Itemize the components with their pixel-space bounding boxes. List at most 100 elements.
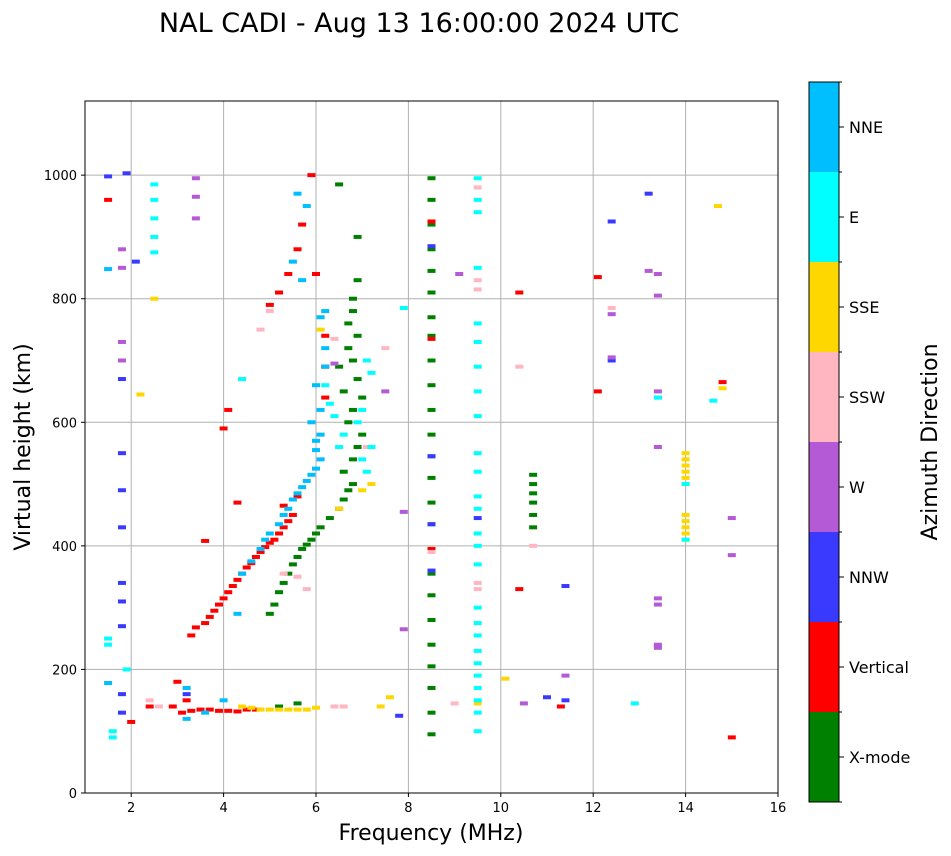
data-point xyxy=(279,503,288,508)
data-point xyxy=(191,176,200,181)
data-point xyxy=(316,457,325,462)
data-point xyxy=(727,735,736,740)
data-point xyxy=(653,642,662,647)
data-point xyxy=(473,587,482,592)
data-point xyxy=(427,219,436,224)
data-point xyxy=(353,420,362,425)
data-point xyxy=(335,364,344,369)
data-point xyxy=(427,176,436,181)
data-point xyxy=(427,500,436,505)
data-point xyxy=(191,194,200,199)
data-point xyxy=(316,327,325,332)
data-point xyxy=(543,695,551,700)
data-point xyxy=(288,259,297,264)
colorbar-tick-label: NNE xyxy=(849,118,883,137)
data-point xyxy=(348,407,357,412)
data-point xyxy=(653,395,662,400)
data-point xyxy=(298,485,307,490)
data-point xyxy=(473,531,482,536)
data-point xyxy=(256,707,265,712)
data-point xyxy=(104,636,113,641)
data-point xyxy=(450,701,459,706)
data-point xyxy=(182,685,191,690)
data-point xyxy=(427,333,436,338)
data-point xyxy=(339,389,348,394)
colorbar-segment xyxy=(809,352,839,442)
data-point xyxy=(427,290,436,295)
data-point xyxy=(330,704,339,709)
plot-frame xyxy=(84,100,779,794)
data-point xyxy=(399,627,408,632)
data-point xyxy=(653,445,662,449)
colorbar-tick-label: SSW xyxy=(849,388,885,407)
data-point xyxy=(316,525,325,530)
data-point xyxy=(330,361,339,366)
data-point xyxy=(473,621,482,626)
data-point xyxy=(228,584,237,589)
data-point xyxy=(515,587,524,592)
data-point xyxy=(191,625,200,630)
data-point xyxy=(644,268,653,273)
data-point xyxy=(108,735,117,740)
data-point xyxy=(455,272,464,276)
data-point xyxy=(427,475,436,480)
series-nne xyxy=(104,191,330,721)
data-point xyxy=(238,704,247,709)
data-point xyxy=(117,580,126,585)
data-point xyxy=(182,698,191,703)
data-point xyxy=(427,315,436,320)
data-point xyxy=(312,448,320,453)
series-x-mode xyxy=(265,176,538,737)
data-point xyxy=(219,596,228,601)
data-point xyxy=(275,704,284,709)
data-point xyxy=(187,633,196,638)
data-point xyxy=(427,642,436,647)
data-point xyxy=(473,451,482,456)
data-point xyxy=(681,469,690,474)
data-point xyxy=(681,475,690,480)
data-point xyxy=(275,290,284,295)
data-point xyxy=(473,729,482,734)
colorbar: X-mode Vertical NNW W SSW SSE E NNE Azimuth Dir… xyxy=(808,81,943,803)
data-point xyxy=(653,596,662,601)
data-point xyxy=(681,519,690,524)
data-point xyxy=(718,380,727,385)
data-point xyxy=(307,537,316,542)
data-point xyxy=(427,407,436,412)
data-point xyxy=(233,709,242,714)
data-point xyxy=(348,296,357,301)
data-point xyxy=(335,506,344,511)
data-point xyxy=(607,219,616,224)
data-point xyxy=(150,182,159,187)
data-point xyxy=(104,174,113,179)
data-point xyxy=(381,346,390,351)
colorbar-tick-label: X-mode xyxy=(849,748,910,767)
data-point xyxy=(709,398,718,403)
colorbar-label: Azimuth Direction xyxy=(918,343,943,540)
data-point xyxy=(473,701,482,706)
data-point xyxy=(238,377,247,382)
data-point xyxy=(348,457,357,462)
data-point xyxy=(117,247,126,252)
data-point xyxy=(561,673,570,678)
data-point xyxy=(201,621,210,626)
data-point xyxy=(293,491,302,496)
data-point xyxy=(182,716,191,721)
series-nnw xyxy=(104,171,653,718)
data-point xyxy=(265,707,274,712)
colorbar-segment xyxy=(809,532,839,622)
data-point xyxy=(427,618,436,622)
data-point xyxy=(427,197,436,202)
data-point xyxy=(330,414,339,419)
data-point xyxy=(344,488,353,493)
data-point xyxy=(265,540,274,545)
data-point xyxy=(473,278,482,283)
y-axis-ticks: 0 200 400 600 800 1000 xyxy=(44,169,85,802)
data-point xyxy=(321,383,330,388)
data-point xyxy=(178,710,187,715)
data-point xyxy=(117,692,126,697)
data-point xyxy=(427,593,436,598)
data-point xyxy=(270,537,279,542)
data-point xyxy=(399,305,408,310)
data-point xyxy=(653,602,662,607)
